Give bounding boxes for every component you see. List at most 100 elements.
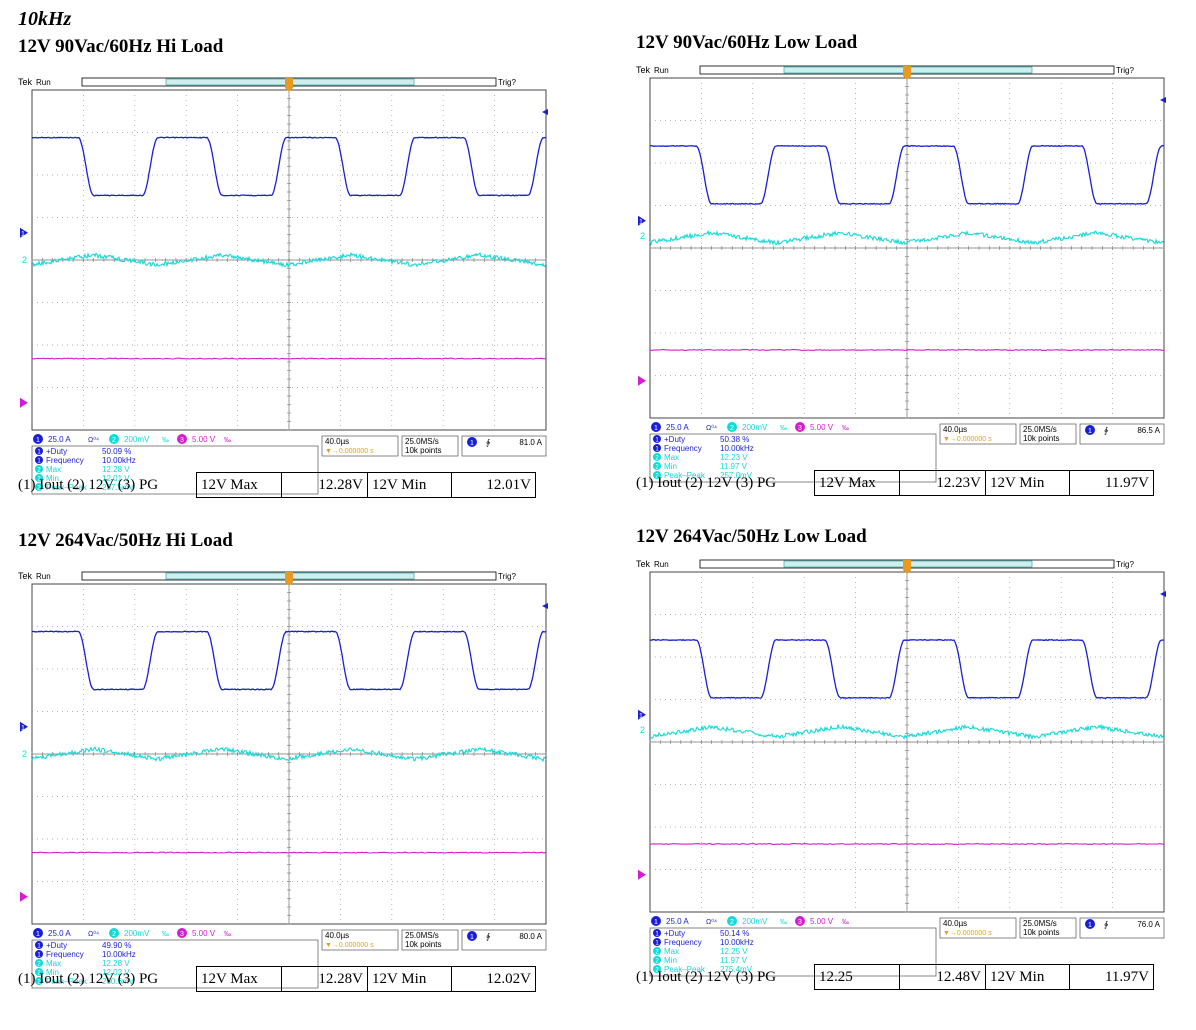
meas-label: +Duty bbox=[664, 435, 685, 444]
ch2-ground-marker: 2 bbox=[640, 231, 645, 241]
meas-value: 12.01 V bbox=[102, 474, 130, 483]
meas-label: +Duty bbox=[46, 447, 67, 456]
meas-badge: 1 bbox=[37, 953, 41, 959]
summary-cell: 12.28V bbox=[281, 473, 367, 497]
ch3-scale: 5.00 V bbox=[810, 917, 834, 926]
channel-legend: (1) Iout (2) 12V (3) PG bbox=[636, 968, 777, 985]
ch2-12v-ripple-trace bbox=[31, 746, 547, 763]
meas-badge: 2 bbox=[655, 959, 659, 965]
document-title: 10kHz bbox=[18, 8, 72, 30]
channel-legend: (1) Iout (2) 12V (3) PG bbox=[636, 474, 777, 491]
scope-panel-2: 12V 90Vac/60Hz Low Load Tek Run Trig? 1 2 1 25.… bbox=[636, 32, 1176, 532]
channel-scale-bar: 1 25.0 A Ω⁰⁴ 2 200mV ‰ 3 5.00 V ‰ bbox=[33, 928, 231, 938]
meas-value: 50.38 % bbox=[720, 435, 749, 444]
trigger-box bbox=[1079, 917, 1165, 939]
meas-badge: 1 bbox=[655, 438, 659, 444]
ch1-badge: 1 bbox=[654, 919, 658, 926]
channel-legend: (1) Iout (2) 12V (3) PG bbox=[18, 970, 159, 987]
ch1-coupling-icon: Ω⁰⁴ bbox=[706, 424, 717, 432]
meas-label: Frequency bbox=[664, 444, 702, 453]
ch1-scale: 25.0 A bbox=[48, 929, 71, 938]
channel-scale-bar: 1 25.0 A Ω⁰⁴ 2 200mV ‰ 3 5.00 V ‰ bbox=[33, 434, 231, 444]
trigger-slope-icon: ∲ bbox=[1104, 920, 1109, 929]
ch1-coupling-icon: Ω⁰⁴ bbox=[88, 436, 99, 444]
meas-label: Peak–Peak bbox=[664, 965, 706, 974]
ch1-scale: 25.0 A bbox=[666, 917, 689, 926]
meas-badge: 1 bbox=[37, 459, 41, 465]
channel-scale-bar: 1 25.0 A Ω⁰⁴ 2 200mV ‰ 3 5.00 V ‰ bbox=[651, 916, 849, 926]
summary-cell: 12.28V bbox=[281, 967, 367, 991]
run-state: Run bbox=[36, 78, 51, 87]
ch3-badge: 3 bbox=[798, 919, 802, 926]
meas-badge: 2 bbox=[37, 980, 41, 986]
trigger-level-value: 80.0 A bbox=[519, 932, 542, 941]
scope-svg: Tek Run Trig? 1 2 1 25.0 A Ω⁰⁴ 2 200mV ‰ 3 5.00 V ‰ 1 +… bbox=[18, 77, 548, 495]
measurement-summary-row: (1) Iout (2) 12V (3) PG 12V Max 12.28V 12V … bbox=[18, 472, 536, 498]
trigger-status: Trig? bbox=[498, 78, 516, 87]
ch3-ground-marker bbox=[638, 375, 646, 386]
ch2-badge: 2 bbox=[730, 919, 734, 926]
meas-badge: 1 bbox=[655, 932, 659, 938]
timebase-box bbox=[321, 929, 399, 951]
trigger-level-value: 81.0 A bbox=[519, 438, 542, 447]
ch2-badge: 2 bbox=[730, 425, 734, 432]
meas-label: Frequency bbox=[46, 950, 84, 959]
measurement-summary-row: (1) Iout (2) 12V (3) PG 12V Max 12.28V 12V … bbox=[18, 966, 536, 992]
meas-label: Min bbox=[664, 462, 677, 471]
oscilloscope-screenshot: Tek Run Trig? 1 2 1 25.0 A Ω⁰⁴ 2 200mV ‰ 3 5.00 V ‰ 1 +… bbox=[18, 570, 558, 990]
summary-cell: 11.97V bbox=[1069, 965, 1153, 989]
run-state: Run bbox=[36, 572, 51, 581]
ch3-badge: 3 bbox=[180, 437, 184, 444]
ch1-badge: 1 bbox=[654, 425, 658, 432]
record-length: 10k points bbox=[1023, 434, 1059, 443]
ch1-marker-label: 1 bbox=[21, 231, 25, 238]
ch3-ground-marker bbox=[638, 869, 646, 880]
meas-label: Peak–Peak bbox=[46, 483, 88, 492]
ch1-marker-label: 1 bbox=[639, 219, 643, 226]
meas-label: Peak–Peak bbox=[664, 471, 706, 480]
run-state: Run bbox=[654, 66, 669, 75]
timebase-box bbox=[321, 435, 399, 457]
timebase-value: 40.0µs bbox=[943, 425, 967, 434]
ch1-iout-trace bbox=[31, 136, 547, 197]
meas-badge: 1 bbox=[37, 450, 41, 456]
trigger-level-marker bbox=[1160, 97, 1166, 103]
ch3-pg-trace bbox=[31, 357, 547, 360]
summary-cell: 11.97V bbox=[1069, 471, 1153, 495]
summary-table: 12V Max 12.28V 12V Min 12.01V bbox=[196, 472, 536, 498]
summary-cell: 12V Max bbox=[819, 475, 876, 491]
summary-cell: 12V Min bbox=[367, 473, 451, 497]
ch3-ground-marker bbox=[20, 891, 28, 902]
ch1-scale: 25.0 A bbox=[48, 435, 71, 444]
ch1-coupling-icon: Ω⁰⁴ bbox=[706, 918, 717, 926]
sample-rate: 25.0MS/s bbox=[1023, 919, 1057, 928]
meas-badge: 1 bbox=[655, 447, 659, 453]
meas-value: 11.97 V bbox=[720, 462, 748, 471]
ch3-pg-trace bbox=[31, 851, 547, 854]
meas-value: 10.00kHz bbox=[720, 938, 754, 947]
sample-rate: 25.0MS/s bbox=[1023, 425, 1057, 434]
meas-value: 12.25 V bbox=[720, 947, 748, 956]
record-length: 10k points bbox=[405, 940, 441, 949]
meas-badge: 2 bbox=[655, 456, 659, 462]
scope-panel-3: 12V 264Vac/50Hz Hi Load Tek Run Trig? 1 2 1 25.… bbox=[18, 530, 558, 1030]
timebase-value: 40.0µs bbox=[325, 931, 349, 940]
trigger-level-marker bbox=[542, 109, 548, 115]
summary-table: 12.25 12.48V 12V Min 11.97V bbox=[814, 964, 1154, 990]
ch3-pg-trace bbox=[649, 843, 1164, 845]
meas-label: Frequency bbox=[664, 938, 702, 947]
timebase-value: 40.0µs bbox=[943, 919, 967, 928]
ch1-marker-label: 1 bbox=[21, 725, 25, 732]
tek-logo: Tek bbox=[636, 65, 651, 75]
ch1-ground-marker bbox=[638, 215, 646, 226]
measurement-summary-row: (1) Iout (2) 12V (3) PG 12.25 12.48V 12V Mi… bbox=[636, 964, 1154, 990]
ch3-scale: 5.00 V bbox=[192, 929, 216, 938]
meas-label: Min bbox=[46, 968, 59, 977]
trigger-position-marker bbox=[285, 78, 293, 92]
meas-badge: 2 bbox=[37, 468, 41, 474]
summary-cell: 12V Max bbox=[201, 971, 258, 987]
meas-label: Peak–Peak bbox=[46, 977, 88, 986]
summary-cell: 12V Max bbox=[201, 477, 258, 493]
summary-cell: 12V Min bbox=[985, 471, 1069, 495]
ch2-ground-marker: 2 bbox=[22, 749, 27, 759]
